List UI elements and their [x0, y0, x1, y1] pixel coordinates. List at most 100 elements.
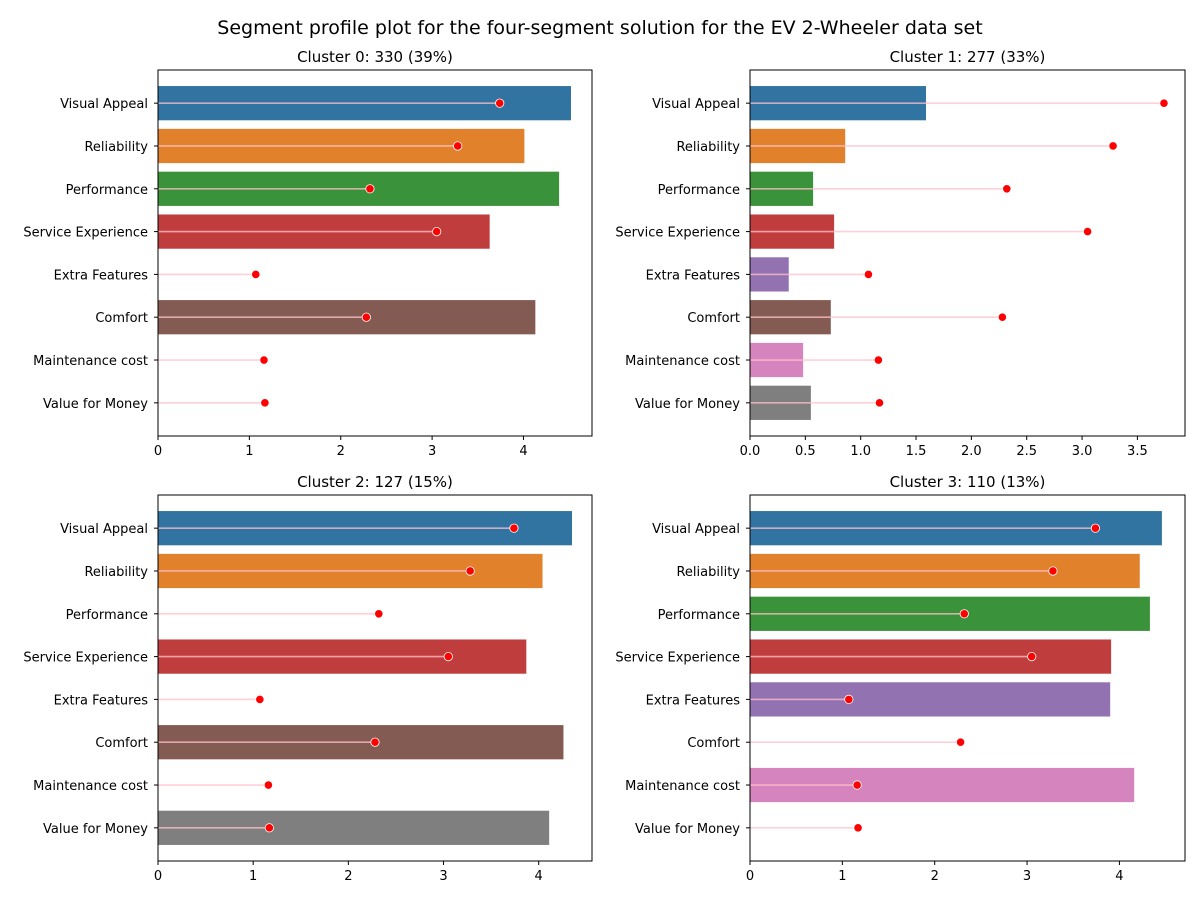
data-point — [959, 609, 969, 619]
data-point — [251, 269, 261, 280]
data-point — [873, 355, 883, 365]
x-tick-label: 3.5 — [1127, 444, 1148, 459]
y-tick-label: Performance — [66, 608, 148, 623]
y-tick-label: Service Experience — [23, 651, 148, 666]
x-tick-label: 1 — [245, 444, 253, 459]
x-tick-label: 4 — [519, 444, 527, 459]
x-tick-label: 2.5 — [1016, 444, 1037, 459]
data-point — [370, 737, 380, 747]
x-tick-label: 3 — [428, 444, 436, 459]
data-point — [1159, 98, 1169, 108]
y-tick-label: Maintenance cost — [625, 354, 740, 369]
x-tick-label: 3 — [439, 869, 447, 884]
y-tick-label: Comfort — [687, 311, 740, 326]
data-point — [365, 184, 375, 194]
data-point — [260, 398, 270, 408]
data-point — [255, 694, 265, 705]
data-point — [853, 823, 863, 833]
x-tick-label: 0 — [746, 869, 754, 884]
data-point — [1082, 226, 1093, 237]
panel-title: Cluster 0: 330 (39%) — [297, 48, 453, 66]
data-point — [1002, 184, 1012, 194]
data-point — [453, 141, 463, 151]
axes-frame — [157, 494, 593, 862]
data-point — [443, 651, 453, 662]
chart-panel-1: Visual Appeal Reliability Performance Servi… — [615, 48, 1186, 459]
y-tick-label: Maintenance cost — [33, 779, 148, 794]
y-tick-label: Value for Money — [43, 397, 148, 412]
y-tick-label: Extra Features — [54, 693, 149, 708]
y-tick-label: Visual Appeal — [60, 97, 148, 112]
chart-panel-2: Visual Appeal Reliability Performance Servi… — [23, 473, 593, 884]
data-point — [263, 780, 274, 790]
y-tick-label: Visual Appeal — [652, 522, 740, 537]
x-tick-label: 1.5 — [906, 444, 927, 459]
figure-title: Segment profile plot for the four-segmen… — [217, 17, 982, 39]
x-tick-label: 3 — [1023, 869, 1031, 884]
axes-frame — [749, 69, 1186, 437]
y-tick-label: Extra Features — [54, 268, 149, 283]
y-tick-label: Reliability — [84, 140, 148, 155]
x-tick-label: 0.5 — [795, 444, 816, 459]
data-point — [361, 312, 371, 322]
data-point — [1108, 141, 1118, 151]
y-tick-label: Reliability — [676, 565, 740, 580]
x-tick-label: 1 — [838, 869, 846, 884]
data-point — [844, 694, 854, 705]
x-tick-label: 4 — [1115, 869, 1123, 884]
panel-title: Cluster 2: 127 (15%) — [297, 473, 453, 491]
data-point — [264, 823, 274, 833]
x-tick-label: 0 — [154, 444, 162, 459]
y-tick-label: Visual Appeal — [652, 97, 740, 112]
y-tick-label: Value for Money — [635, 397, 740, 412]
y-tick-label: Reliability — [676, 140, 740, 155]
data-point — [374, 609, 384, 619]
data-point — [955, 737, 966, 747]
x-tick-label: 2 — [931, 869, 939, 884]
data-point — [1090, 523, 1101, 533]
y-tick-label: Performance — [658, 183, 740, 198]
y-tick-label: Performance — [66, 183, 148, 198]
data-point — [465, 566, 475, 576]
x-tick-label: 2 — [337, 444, 345, 459]
x-tick-label: 2 — [344, 869, 352, 884]
y-tick-label: Service Experience — [23, 226, 148, 241]
x-tick-label: 1.0 — [850, 444, 871, 459]
axes-frame — [157, 69, 593, 437]
x-tick-label: 0.0 — [740, 444, 761, 459]
y-tick-label: Service Experience — [615, 651, 740, 666]
x-tick-label: 0 — [154, 869, 162, 884]
y-tick-label: Reliability — [84, 565, 148, 580]
data-point — [1048, 566, 1058, 576]
chart-panel-0: Visual Appeal Reliability Performance Servi… — [23, 48, 593, 459]
data-point — [432, 226, 442, 237]
y-tick-label: Value for Money — [43, 822, 148, 837]
panel-title: Cluster 3: 110 (13%) — [890, 473, 1046, 491]
y-tick-label: Extra Features — [646, 268, 741, 283]
y-tick-label: Comfort — [687, 736, 740, 751]
data-point — [1027, 651, 1037, 662]
x-tick-label: 1 — [249, 869, 257, 884]
y-tick-label: Maintenance cost — [33, 354, 148, 369]
x-tick-label: 3.0 — [1072, 444, 1093, 459]
y-tick-label: Visual Appeal — [60, 522, 148, 537]
data-point — [863, 269, 874, 280]
y-tick-label: Extra Features — [646, 693, 741, 708]
y-tick-label: Service Experience — [615, 226, 740, 241]
panel-title: Cluster 1: 277 (33%) — [890, 48, 1046, 66]
axes-frame — [749, 494, 1186, 862]
y-tick-label: Comfort — [95, 736, 148, 751]
data-point — [259, 355, 269, 365]
data-point — [874, 398, 885, 408]
y-tick-label: Maintenance cost — [625, 779, 740, 794]
data-point — [495, 98, 505, 108]
data-point — [852, 780, 862, 790]
data-point — [509, 523, 519, 533]
data-point — [997, 312, 1007, 322]
chart-panel-3: Visual Appeal Reliability Performance Servi… — [615, 473, 1186, 884]
chart-panels: Visual Appeal Reliability Performance Servi… — [23, 48, 1186, 884]
x-tick-label: 2.0 — [961, 444, 982, 459]
y-tick-label: Performance — [658, 608, 740, 623]
y-tick-label: Value for Money — [635, 822, 740, 837]
